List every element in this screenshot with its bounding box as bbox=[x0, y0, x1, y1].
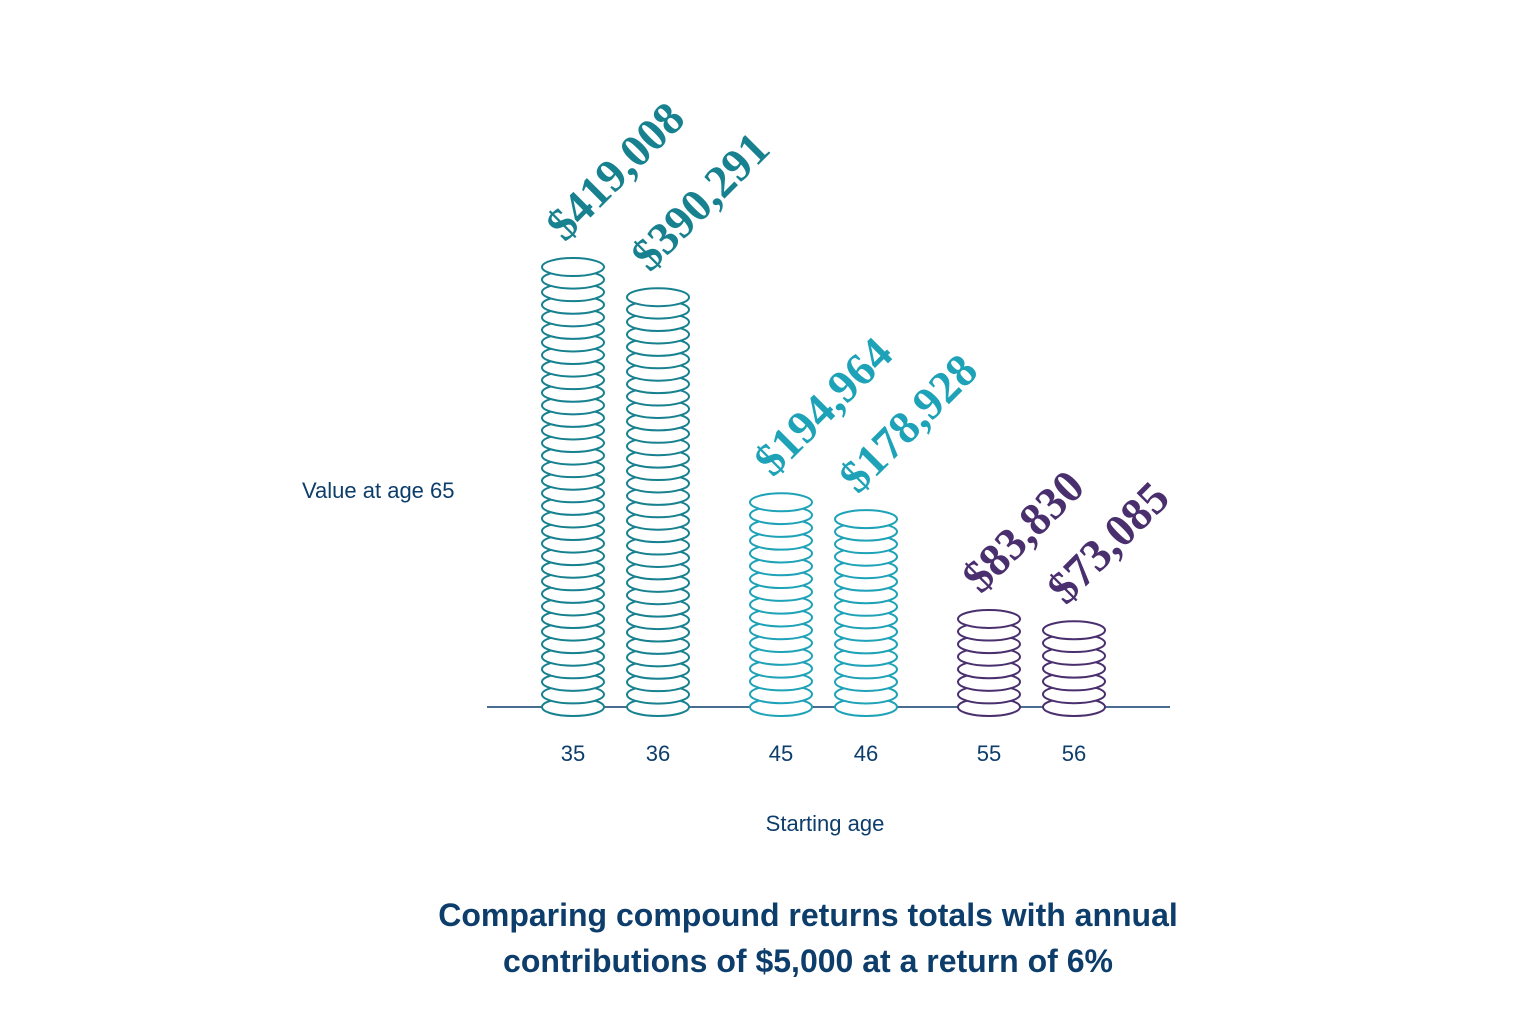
x-tick-label: 35 bbox=[561, 741, 585, 766]
coin bbox=[541, 257, 605, 278]
coin bbox=[1042, 620, 1106, 641]
coin-stack bbox=[957, 608, 1021, 717]
coin bbox=[834, 509, 898, 530]
chart-title: Comparing compound returns totals with a… bbox=[438, 897, 1178, 979]
coin-stack bbox=[1042, 620, 1106, 717]
x-axis-label: Starting age bbox=[766, 811, 885, 836]
coin bbox=[626, 287, 690, 308]
coin-stack bbox=[541, 257, 605, 717]
x-tick-label: 46 bbox=[854, 741, 878, 766]
x-tick-label: 45 bbox=[769, 741, 793, 766]
coin bbox=[749, 492, 813, 513]
coin-stack bbox=[749, 492, 813, 717]
coin-stack bbox=[626, 287, 690, 717]
x-tick-label: 56 bbox=[1062, 741, 1086, 766]
x-tick-label: 55 bbox=[977, 741, 1001, 766]
x-tick-label: 36 bbox=[646, 741, 670, 766]
y-axis-label: Value at age 65 bbox=[302, 478, 455, 503]
coin-stack bbox=[834, 509, 898, 717]
coin bbox=[957, 608, 1021, 629]
